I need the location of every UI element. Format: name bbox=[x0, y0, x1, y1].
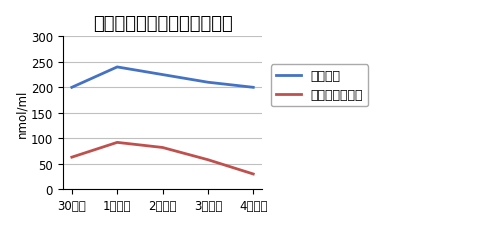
オリゴペプチド bbox=[114, 141, 120, 144]
オリゴペプチド bbox=[204, 159, 210, 161]
アミノ酸 bbox=[69, 86, 74, 89]
Legend: アミノ酸, オリゴペプチド: アミノ酸, オリゴペプチド bbox=[270, 65, 367, 107]
オリゴペプチド bbox=[159, 146, 165, 149]
Line: オリゴペプチド: オリゴペプチド bbox=[72, 143, 253, 174]
アミノ酸 bbox=[114, 66, 120, 69]
Line: アミノ酸: アミノ酸 bbox=[72, 68, 253, 88]
アミノ酸 bbox=[159, 74, 165, 76]
オリゴペプチド bbox=[250, 173, 256, 175]
Y-axis label: nmol/ml: nmol/ml bbox=[15, 89, 28, 137]
アミノ酸 bbox=[250, 86, 256, 89]
Title: 血潏中のコラーゲンペプチド: 血潏中のコラーゲンペプチド bbox=[93, 15, 232, 33]
アミノ酸 bbox=[204, 81, 210, 84]
オリゴペプチド bbox=[69, 156, 74, 159]
